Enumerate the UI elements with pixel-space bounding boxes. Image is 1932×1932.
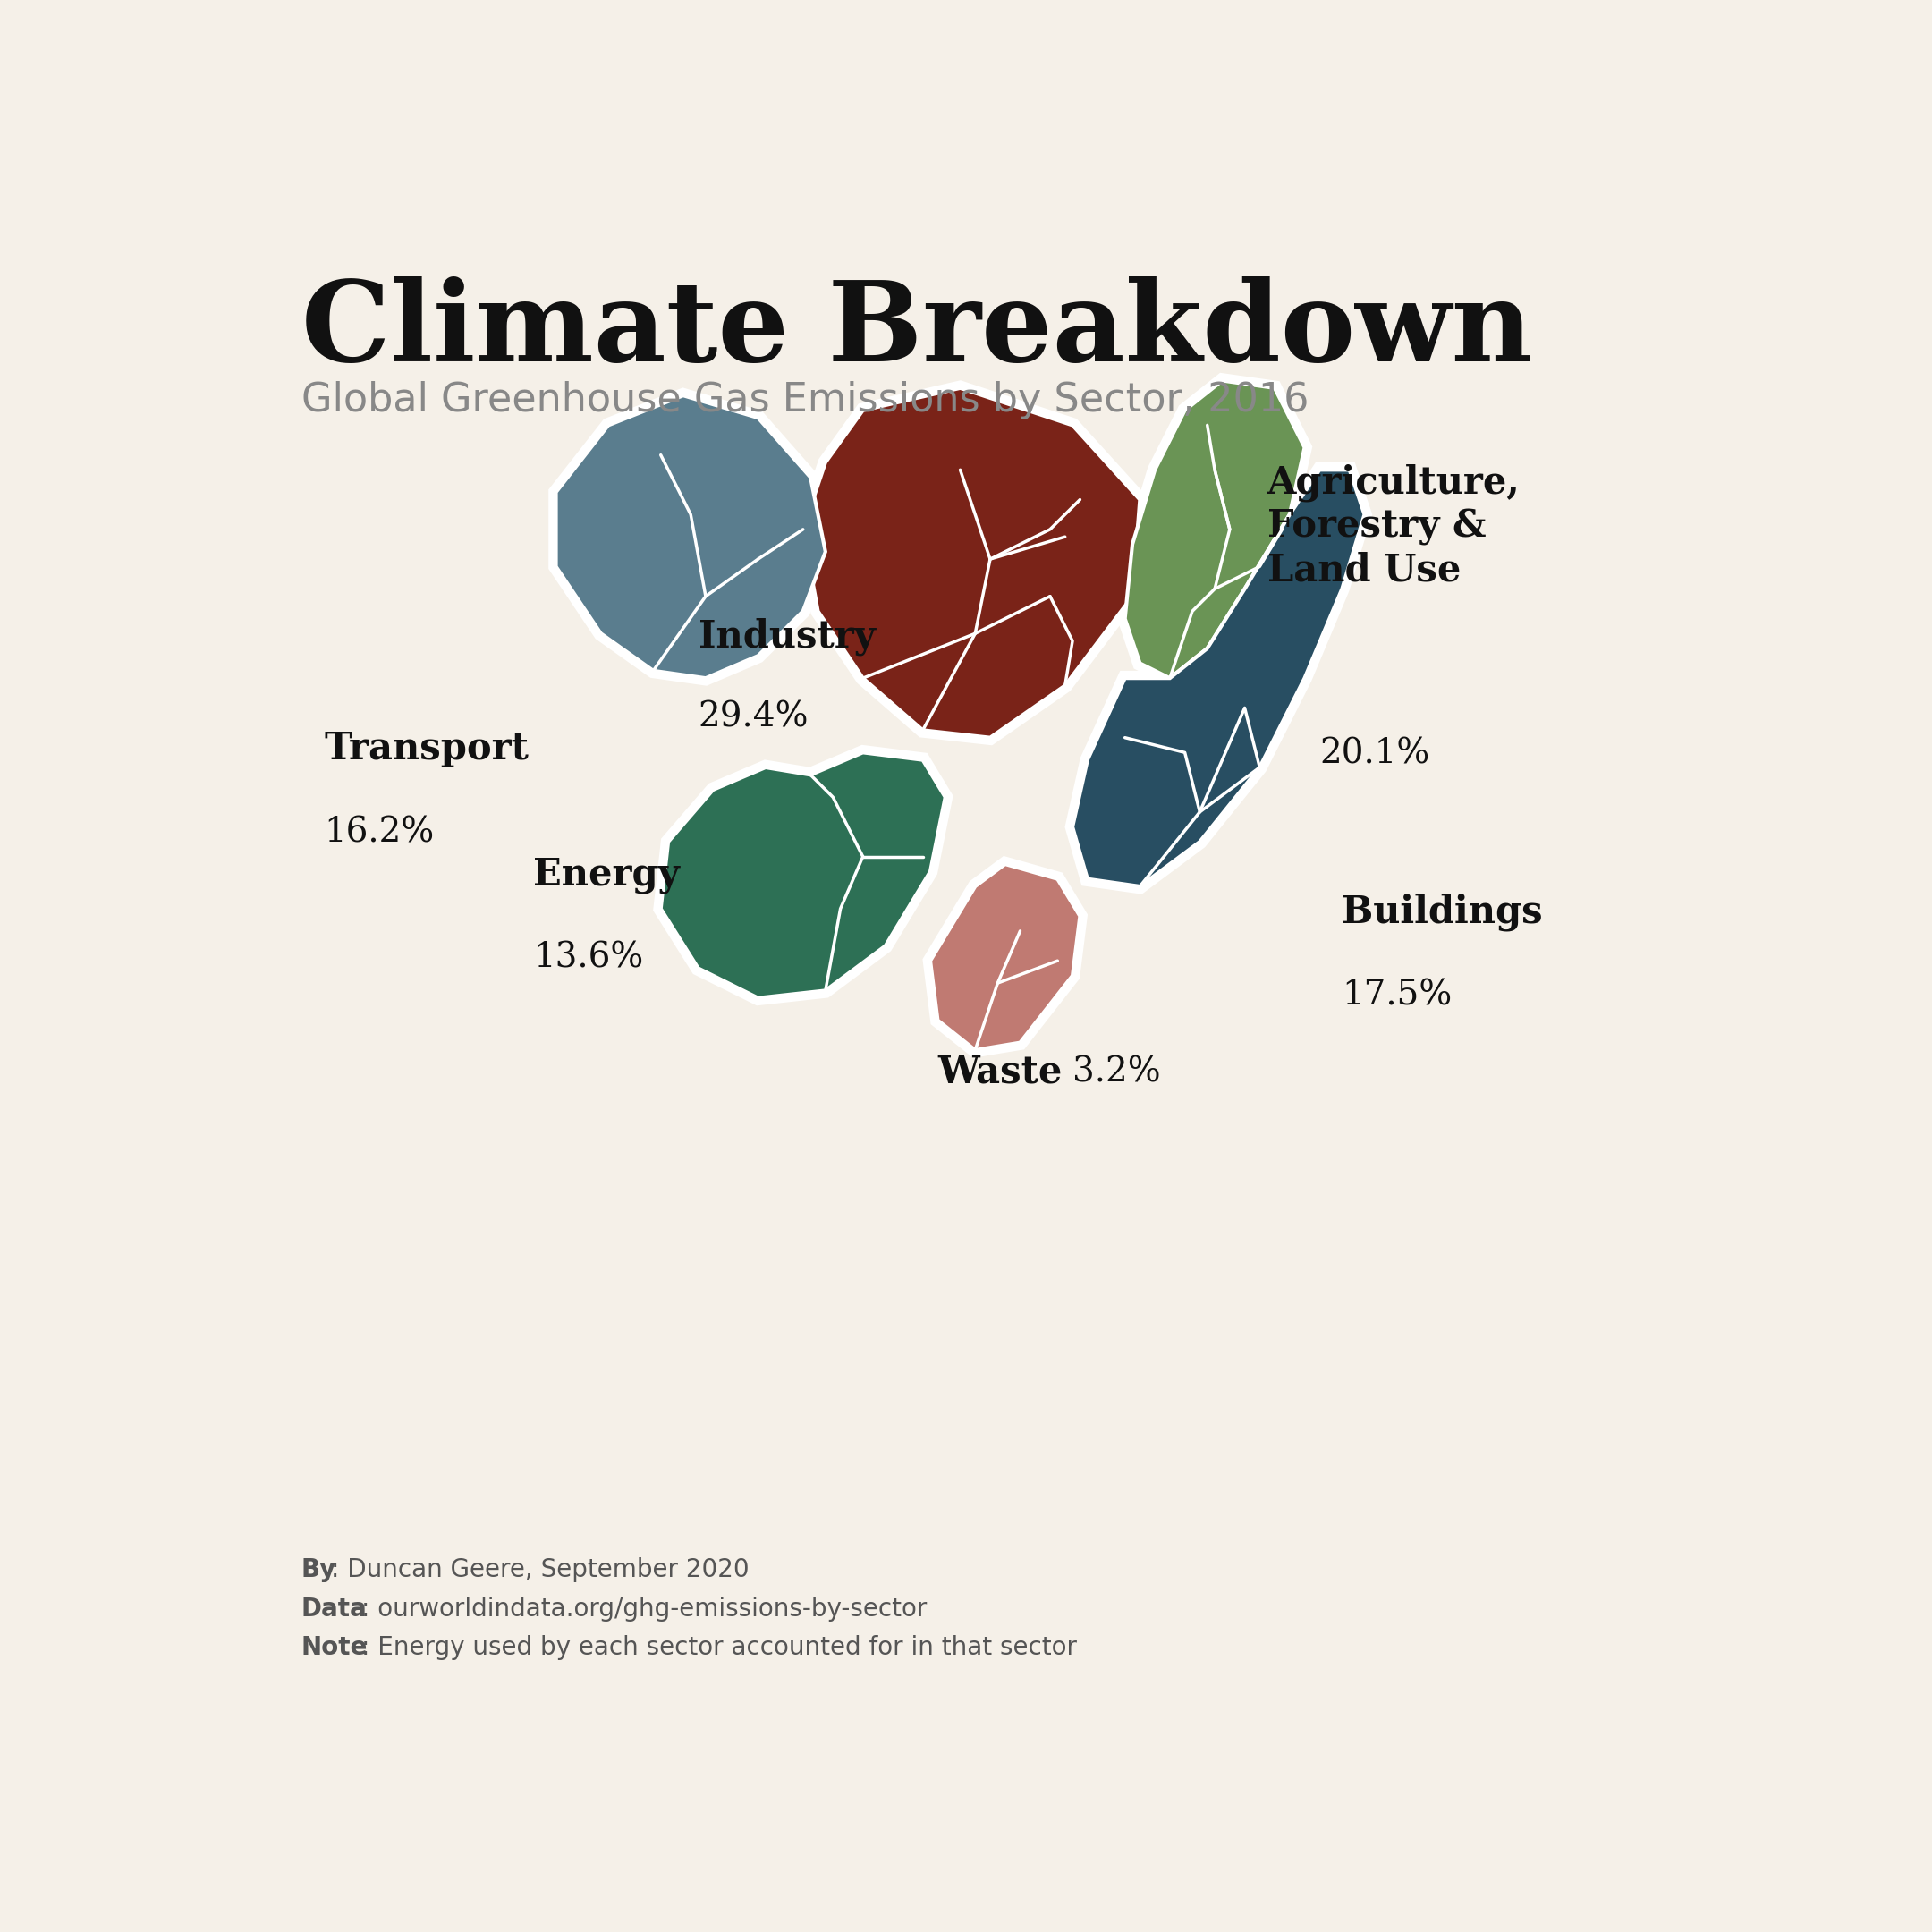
Polygon shape [1072, 469, 1364, 887]
Text: 3.2%: 3.2% [1072, 1055, 1161, 1090]
Text: Waste: Waste [937, 1053, 1063, 1092]
Polygon shape [661, 752, 945, 999]
Polygon shape [556, 396, 825, 678]
Text: : ourworldindata.org/ghg-emissions-by-sector: : ourworldindata.org/ghg-emissions-by-se… [361, 1596, 927, 1621]
Polygon shape [931, 864, 1080, 1051]
Text: Energy: Energy [533, 856, 680, 895]
Text: By: By [301, 1557, 336, 1582]
Text: Data: Data [301, 1596, 367, 1621]
Text: Global Greenhouse Gas Emissions by Sector, 2016: Global Greenhouse Gas Emissions by Secto… [301, 381, 1308, 419]
Text: Industry: Industry [697, 618, 875, 655]
Text: Note: Note [301, 1634, 367, 1660]
Text: 13.6%: 13.6% [533, 941, 643, 974]
Text: Climate Breakdown: Climate Breakdown [301, 276, 1532, 384]
Polygon shape [556, 396, 825, 678]
Text: : Energy used by each sector accounted for in that sector: : Energy used by each sector accounted f… [361, 1634, 1076, 1660]
Polygon shape [931, 864, 1080, 1051]
Polygon shape [661, 752, 945, 999]
Text: Transport: Transport [325, 730, 529, 767]
Polygon shape [1124, 381, 1304, 678]
Text: Buildings: Buildings [1343, 893, 1544, 931]
Text: 16.2%: 16.2% [325, 817, 435, 850]
Polygon shape [804, 388, 1140, 738]
Polygon shape [1124, 381, 1304, 678]
Text: 17.5%: 17.5% [1343, 980, 1453, 1012]
Text: 20.1%: 20.1% [1320, 738, 1430, 771]
Polygon shape [804, 388, 1140, 738]
Text: : Duncan Geere, September 2020: : Duncan Geere, September 2020 [332, 1557, 750, 1582]
Polygon shape [1072, 469, 1364, 887]
Text: 29.4%: 29.4% [697, 701, 810, 734]
Text: Agriculture,
Forestry &
Land Use: Agriculture, Forestry & Land Use [1267, 464, 1520, 589]
